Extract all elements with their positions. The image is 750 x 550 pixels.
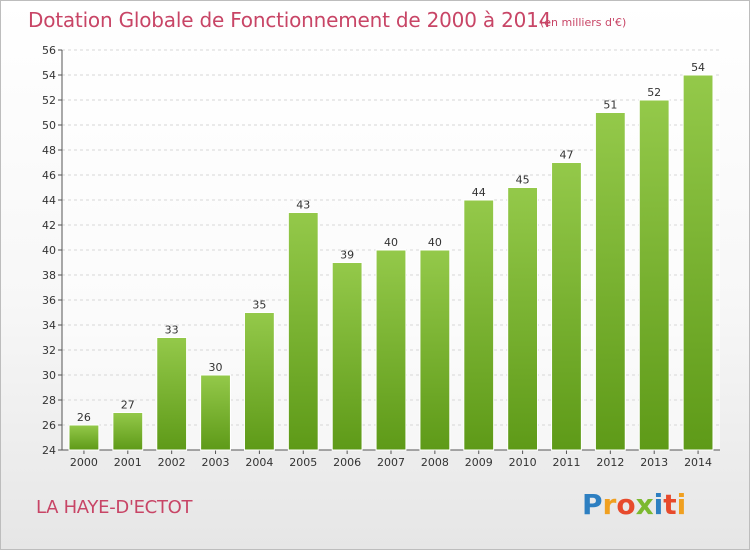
bar-2013: [638, 99, 670, 451]
x-tick-label-2008: 2008: [421, 456, 449, 469]
y-tick-label: 30: [42, 369, 56, 382]
logo-letter: P: [582, 488, 603, 521]
x-tick-label-2012: 2012: [596, 456, 624, 469]
y-tick-label: 52: [42, 94, 56, 107]
value-label-2006: 39: [340, 249, 354, 262]
y-tick-label: 26: [42, 419, 56, 432]
bar-2000: [68, 424, 100, 451]
y-tick-label: 50: [42, 119, 56, 132]
logo-letter: i: [676, 488, 687, 521]
x-tick-label-2007: 2007: [377, 456, 405, 469]
y-tick-label: 34: [42, 319, 56, 332]
y-tick-label: 32: [42, 344, 56, 357]
value-label-2010: 45: [516, 174, 530, 187]
y-tick-label: 48: [42, 144, 56, 157]
logo-letter: x: [635, 488, 654, 521]
x-tick-label-2002: 2002: [158, 456, 186, 469]
value-label-2004: 35: [252, 299, 266, 312]
logo-letter: r: [602, 488, 617, 521]
value-label-2014: 54: [691, 61, 705, 74]
bar-2003: [200, 374, 231, 451]
value-label-2012: 51: [603, 99, 617, 112]
y-tick-label: 40: [42, 244, 56, 257]
y-tick-label: 46: [42, 169, 56, 182]
y-tick-label: 42: [42, 219, 56, 232]
x-tick-label-2003: 2003: [202, 456, 230, 469]
value-label-2009: 44: [472, 186, 486, 199]
y-tick-label: 36: [42, 294, 56, 307]
x-tick-label-2005: 2005: [289, 456, 317, 469]
value-label-2008: 40: [428, 236, 442, 249]
x-tick-label-2006: 2006: [333, 456, 361, 469]
x-tick-label-2010: 2010: [509, 456, 537, 469]
bar-2014: [682, 74, 714, 451]
x-tick-label-2014: 2014: [684, 456, 712, 469]
value-label-2011: 47: [559, 149, 573, 162]
x-tick-label-2013: 2013: [640, 456, 668, 469]
y-tick-label: 56: [42, 44, 56, 57]
bar-2006: [331, 262, 363, 451]
x-tick-label-2000: 2000: [70, 456, 98, 469]
y-tick-label: 28: [42, 394, 56, 407]
bar-2008: [419, 249, 451, 451]
x-tick-label-2001: 2001: [114, 456, 142, 469]
chart-title: Dotation Globale de Fonctionnement de 20…: [28, 8, 552, 32]
value-label-2000: 26: [77, 411, 91, 424]
x-tick-label-2004: 2004: [245, 456, 273, 469]
bar-2004: [243, 312, 275, 451]
bar-2005: [287, 212, 319, 451]
labels: 24 26 28 30 32 34 36 38 40 42 44 46 48 50 52 54 56 26 2000…: [42, 44, 712, 469]
bar-2001: [112, 412, 144, 451]
bar-2010: [507, 187, 539, 451]
value-label-2003: 30: [209, 361, 223, 374]
y-tick-label: 38: [42, 269, 56, 282]
value-label-2002: 33: [165, 324, 179, 337]
logo-letter: o: [616, 488, 636, 521]
logo-letter: i: [653, 488, 664, 521]
bar-2002: [156, 337, 188, 451]
proxiti-logo[interactable]: Proxiti: [582, 488, 686, 521]
value-label-2007: 40: [384, 236, 398, 249]
y-tick-label: 54: [42, 69, 56, 82]
x-tick-label-2011: 2011: [552, 456, 580, 469]
logo-letter: t: [663, 488, 677, 521]
value-label-2005: 43: [296, 199, 310, 212]
chart-subtitle: (en milliers d'€): [540, 16, 627, 29]
bar-2012: [594, 112, 626, 451]
bars: [68, 74, 714, 451]
value-label-2013: 52: [647, 86, 661, 99]
bar-2007: [375, 249, 407, 451]
y-tick-label: 24: [42, 444, 56, 457]
y-tick-label: 44: [42, 194, 56, 207]
value-label-2001: 27: [121, 399, 135, 412]
bar-2011: [551, 162, 582, 451]
bar-2009: [463, 199, 495, 451]
x-tick-label-2009: 2009: [465, 456, 493, 469]
commune-name: LA HAYE-D'ECTOT: [36, 497, 193, 518]
